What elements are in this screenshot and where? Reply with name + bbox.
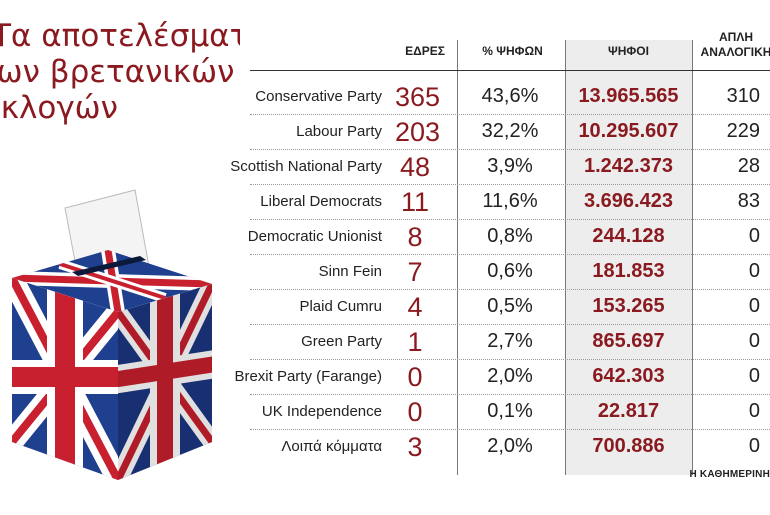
party-name: Democratic Unionist [247, 228, 382, 245]
row-divider [250, 359, 770, 360]
column-divider [692, 40, 693, 475]
votes-value: 153.265 [592, 295, 665, 317]
table-row: UK Independence 0 0,1% 22.817 0 [220, 395, 770, 430]
table-row: Scottish National Party 48 3,9% 1.242.37… [220, 150, 770, 185]
header-seats: ΕΔΡΕΣ [405, 44, 445, 58]
proportional-value: 0 [748, 330, 760, 352]
party-name: UK Independence [261, 403, 382, 420]
vote-share-value: 3,9% [487, 155, 533, 177]
proportional-value: 0 [748, 365, 760, 387]
ballot-box-illustration [12, 189, 212, 480]
title-line-1: Τα αποτελέσματα [0, 18, 240, 54]
party-name: Λοιπά κόμματα [281, 438, 382, 455]
column-divider [457, 40, 458, 475]
votes-value: 642.303 [592, 365, 665, 387]
seats-value: 7 [407, 257, 423, 287]
votes-value: 244.128 [592, 225, 665, 247]
proportional-value: 229 [726, 120, 760, 142]
votes-value: 22.817 [597, 400, 660, 422]
party-name: Brexit Party (Farange) [234, 368, 382, 385]
table-row: Green Party 1 2,7% 865.697 0 [220, 325, 770, 360]
party-name: Green Party [301, 333, 382, 350]
title-line-3: εκλογών [0, 90, 118, 126]
vote-share-value: 0,1% [487, 400, 533, 422]
proportional-value: 83 [737, 190, 760, 212]
votes-value: 3.696.423 [584, 190, 673, 212]
seats-value: 203 [395, 117, 441, 147]
seats-value: 48 [399, 152, 431, 182]
votes-value: 865.697 [592, 330, 665, 352]
table-row: Democratic Unionist 8 0,8% 244.128 0 [220, 220, 770, 255]
proportional-value: 0 [748, 295, 760, 317]
seats-value: 8 [407, 222, 423, 252]
title-line-2: των βρετανικών [0, 54, 235, 90]
party-name: Liberal Democrats [260, 193, 382, 210]
proportional-value: 28 [737, 155, 760, 177]
table-row: Liberal Democrats 11 11,6% 3.696.423 83 [220, 185, 770, 220]
vote-share-value: 2,0% [487, 365, 533, 387]
vote-share-value: 0,6% [487, 260, 533, 282]
party-name: Scottish National Party [230, 158, 382, 175]
row-divider [250, 114, 770, 115]
votes-value: 1.242.373 [584, 155, 673, 177]
proportional-value: 310 [726, 85, 760, 107]
votes-value: 181.853 [592, 260, 665, 282]
proportional-value: 0 [748, 400, 760, 422]
row-divider [250, 149, 770, 150]
proportional-value: 0 [748, 225, 760, 247]
votes-column-background [565, 40, 692, 475]
vote-share-value: 0,8% [487, 225, 533, 247]
party-name: Conservative Party [255, 88, 382, 105]
row-divider [250, 394, 770, 395]
seats-value: 4 [407, 292, 423, 322]
header-votes: ΨΗΦΟΙ [608, 44, 649, 58]
header-proportional: ΑΠΛΗ ΑΝΑΛΟΓΙΚΗ [696, 30, 770, 60]
row-divider [250, 324, 770, 325]
row-divider [250, 289, 770, 290]
vote-share-value: 0,5% [487, 295, 533, 317]
column-divider [565, 40, 566, 475]
row-divider [250, 219, 770, 220]
header-rule [250, 70, 770, 71]
vote-share-value: 43,6% [481, 85, 539, 107]
seats-value: 365 [395, 82, 441, 112]
proportional-value: 0 [748, 260, 760, 282]
table-row: Sinn Fein 7 0,6% 181.853 0 [220, 255, 770, 290]
votes-value: 700.886 [592, 435, 665, 457]
table-row: Labour Party 203 32,2% 10.295.607 229 [220, 115, 770, 150]
row-divider [250, 429, 770, 430]
row-divider [250, 184, 770, 185]
party-name: Labour Party [296, 123, 382, 140]
votes-value: 13.965.565 [578, 85, 679, 107]
table-row: Brexit Party (Farange) 0 2,0% 642.303 0 [220, 360, 770, 395]
proportional-value: 0 [748, 435, 760, 457]
header-proportional-line-2: ΑΝΑΛΟΓΙΚΗ [700, 45, 770, 59]
seats-value: 11 [400, 187, 430, 217]
vote-share-value: 2,7% [487, 330, 533, 352]
votes-value: 10.295.607 [578, 120, 679, 142]
results-table: ΕΔΡΕΣ % ΨΗΦΩΝ ΨΗΦΟΙ ΑΠΛΗ ΑΝΑΛΟΓΙΚΗ Conse… [220, 0, 770, 515]
seats-value: 1 [407, 327, 423, 357]
seats-value: 0 [407, 362, 423, 392]
party-name: Sinn Fein [318, 263, 382, 280]
row-divider [250, 254, 770, 255]
vote-share-value: 2,0% [487, 435, 533, 457]
table-row: Λοιπά κόμματα 3 2,0% 700.886 0 [220, 430, 770, 465]
header-proportional-line-1: ΑΠΛΗ [718, 30, 753, 44]
source-credit: Η ΚΑΘΗΜΕΡΙΝΗ [689, 469, 770, 480]
infographic-title: Τα αποτελέσματα των βρετανικών εκλογών [0, 18, 240, 126]
seats-value: 0 [407, 397, 423, 427]
seats-value: 3 [407, 432, 423, 462]
table-row: Conservative Party 365 43,6% 13.965.565 … [220, 80, 770, 115]
table-row: Plaid Cumru 4 0,5% 153.265 0 [220, 290, 770, 325]
vote-share-value: 32,2% [481, 120, 539, 142]
party-name: Plaid Cumru [299, 298, 382, 315]
header-vote-share: % ΨΗΦΩΝ [482, 44, 543, 58]
vote-share-value: 11,6% [482, 190, 538, 212]
